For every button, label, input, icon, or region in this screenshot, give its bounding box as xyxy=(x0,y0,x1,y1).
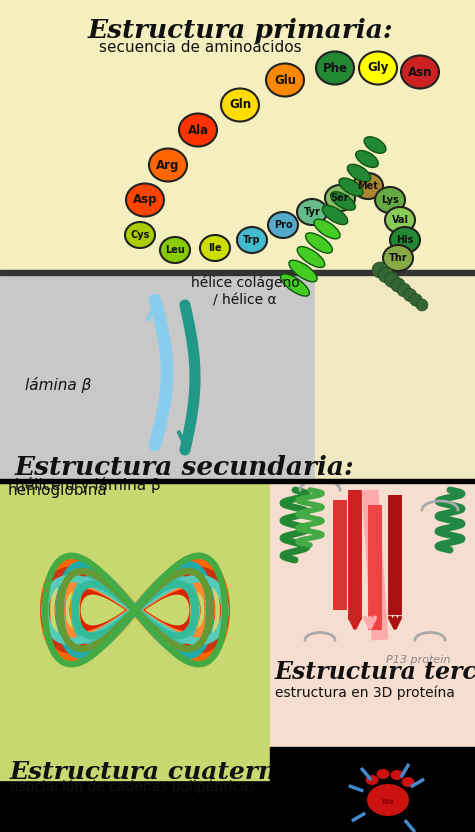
Bar xyxy=(315,270,475,480)
Ellipse shape xyxy=(125,222,155,248)
Ellipse shape xyxy=(390,770,403,780)
Ellipse shape xyxy=(297,246,325,267)
Text: Cys: Cys xyxy=(130,230,150,240)
Ellipse shape xyxy=(375,187,405,213)
Text: Leu: Leu xyxy=(165,245,185,255)
Text: Estructura cuaternaria:: Estructura cuaternaria: xyxy=(10,760,342,784)
Ellipse shape xyxy=(365,775,379,785)
Text: Estructura primaria:: Estructura primaria: xyxy=(87,18,393,43)
Text: Gln: Gln xyxy=(229,98,251,111)
Text: Ile: Ile xyxy=(208,243,222,253)
Circle shape xyxy=(410,294,422,306)
Circle shape xyxy=(372,262,388,278)
Bar xyxy=(0,0,475,270)
Text: lámina β: lámina β xyxy=(25,377,91,393)
Bar xyxy=(270,750,475,832)
Text: Ser: Ser xyxy=(331,193,349,203)
Text: Ala: Ala xyxy=(188,123,209,136)
Ellipse shape xyxy=(353,173,383,199)
Bar xyxy=(0,480,270,780)
Text: Estructura terciaria:: Estructura terciaria: xyxy=(275,660,475,684)
Ellipse shape xyxy=(237,227,267,253)
Text: Phe: Phe xyxy=(323,62,348,75)
Ellipse shape xyxy=(364,136,386,153)
Text: secuencia de aminoácidos: secuencia de aminoácidos xyxy=(99,40,301,55)
Text: His: His xyxy=(396,235,414,245)
Text: Met: Met xyxy=(358,181,379,191)
Text: Arg: Arg xyxy=(156,159,180,171)
Text: Pro: Pro xyxy=(274,220,292,230)
Ellipse shape xyxy=(314,219,340,239)
Ellipse shape xyxy=(200,235,230,261)
Text: Tyr: Tyr xyxy=(304,207,321,217)
Ellipse shape xyxy=(331,191,355,210)
Ellipse shape xyxy=(383,245,413,271)
Ellipse shape xyxy=(305,233,332,253)
Ellipse shape xyxy=(356,151,378,167)
Text: hélice colágeno
/ hélice α: hélice colágeno / hélice α xyxy=(190,275,299,308)
Text: hemoglobina: hemoglobina xyxy=(8,483,108,498)
Text: Gly: Gly xyxy=(367,62,389,75)
Bar xyxy=(0,270,475,275)
Circle shape xyxy=(378,267,394,283)
Ellipse shape xyxy=(268,212,298,238)
Text: Lys: Lys xyxy=(381,195,399,205)
Circle shape xyxy=(403,289,417,301)
Text: Asn: Asn xyxy=(408,66,432,78)
Ellipse shape xyxy=(401,777,415,787)
Ellipse shape xyxy=(385,207,415,233)
Bar xyxy=(0,270,475,480)
Ellipse shape xyxy=(367,784,409,816)
Text: Glu: Glu xyxy=(274,73,296,87)
Text: P13 protein: P13 protein xyxy=(386,655,450,665)
Ellipse shape xyxy=(160,237,190,263)
Ellipse shape xyxy=(359,52,397,85)
Ellipse shape xyxy=(322,206,348,225)
Text: hélice α y lámina β: hélice α y lámina β xyxy=(15,477,161,493)
Text: Estructura secundaria:: Estructura secundaria: xyxy=(15,455,355,480)
Text: asociación de cadenas polipépticas: asociación de cadenas polipépticas xyxy=(10,780,256,795)
Ellipse shape xyxy=(281,274,309,296)
Ellipse shape xyxy=(289,260,317,282)
Ellipse shape xyxy=(179,113,217,146)
Ellipse shape xyxy=(377,769,389,779)
Text: Trp: Trp xyxy=(243,235,261,245)
Text: Val: Val xyxy=(391,215,408,225)
Ellipse shape xyxy=(221,88,259,121)
Ellipse shape xyxy=(325,185,355,211)
Circle shape xyxy=(416,299,428,311)
Ellipse shape xyxy=(390,227,420,253)
Text: estructura en 3D proteína: estructura en 3D proteína xyxy=(275,685,455,700)
Bar xyxy=(270,747,475,750)
Bar xyxy=(270,480,475,750)
Circle shape xyxy=(385,273,399,287)
Bar xyxy=(0,479,475,483)
Circle shape xyxy=(391,278,405,292)
Ellipse shape xyxy=(347,164,370,181)
Ellipse shape xyxy=(316,52,354,85)
Ellipse shape xyxy=(339,178,363,196)
Ellipse shape xyxy=(149,148,187,181)
Ellipse shape xyxy=(297,199,327,225)
Ellipse shape xyxy=(266,63,304,97)
Text: Bio: Bio xyxy=(382,799,394,805)
Text: Asp: Asp xyxy=(133,194,157,206)
Ellipse shape xyxy=(126,184,164,216)
Text: Thr: Thr xyxy=(389,253,407,263)
Circle shape xyxy=(397,283,411,297)
Ellipse shape xyxy=(401,56,439,88)
